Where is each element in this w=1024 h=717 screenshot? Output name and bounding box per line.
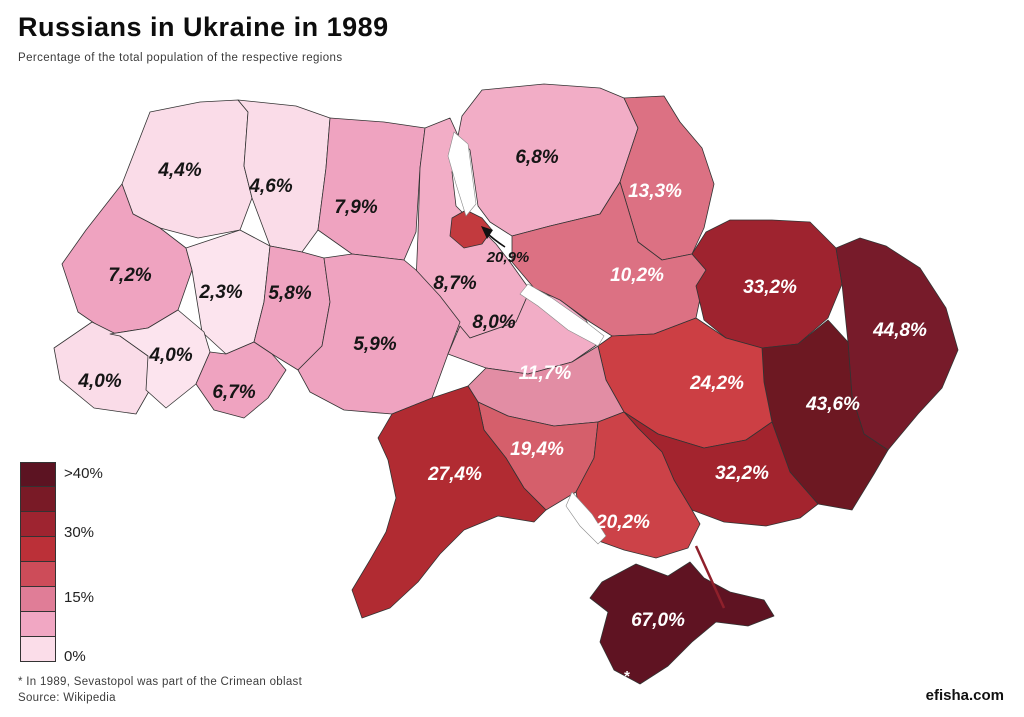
legend-swatch	[20, 462, 56, 487]
region-label-kirovohrad: 11,7%	[519, 363, 572, 384]
region-label-rivne: 4,6%	[248, 176, 292, 197]
region-label-chernihiv: 6,8%	[515, 147, 558, 168]
legend-swatch	[20, 487, 56, 512]
legend: >40% 30% 15% 0%	[20, 462, 103, 665]
legend-swatch	[20, 562, 56, 587]
region-label-sumy: 13,3%	[628, 181, 682, 202]
region-label-kharkiv: 33,2%	[743, 277, 797, 298]
legend-label-30: 30%	[64, 524, 95, 541]
region-label-vinnytsia: 5,9%	[353, 334, 396, 355]
kyiv-arrow-head	[481, 226, 493, 239]
kremenchuk-reservoir-water	[519, 283, 605, 347]
legend-color-scale	[20, 462, 56, 662]
header: Russians in Ukraine in 1989 Percentage o…	[18, 12, 389, 64]
region-label-ivano-frankivsk: 4,0%	[148, 345, 192, 366]
region-chernivtsi	[195, 341, 287, 419]
dnieper-mouth-water	[565, 491, 607, 545]
legend-swatch	[20, 587, 56, 612]
region-label-kyiv-oblast: 8,7%	[433, 273, 476, 294]
region-crimea	[589, 561, 775, 685]
legend-label-15: 15%	[64, 589, 95, 606]
kyiv-reservoir-water	[447, 131, 477, 217]
region-label-khmelnytskyi: 5,8%	[268, 283, 311, 304]
region-label-luhansk: 44,8%	[872, 320, 927, 341]
region-label-odesa: 27,4%	[427, 464, 482, 485]
region-label-zaporizhzhia: 32,2%	[715, 463, 769, 484]
region-label-cherkasy: 8,0%	[472, 312, 515, 333]
legend-label-0: 0%	[64, 648, 86, 665]
region-label-crimea: 67,0%	[631, 610, 685, 631]
legend-swatch	[20, 512, 56, 537]
page-title: Russians in Ukraine in 1989	[18, 12, 389, 42]
region-zhytomyr	[317, 117, 426, 261]
legend-swatch	[20, 637, 56, 662]
region-kharkiv	[691, 219, 843, 349]
region-label-lviv: 7,2%	[108, 265, 151, 286]
legend-swatch	[20, 612, 56, 637]
legend-swatch	[20, 537, 56, 562]
watermark: efisha.com	[925, 687, 1004, 704]
region-label-mykolaiv: 19,4%	[510, 439, 564, 460]
source-note: Source: Wikipedia	[18, 692, 116, 704]
region-label-volyn: 4,4%	[157, 160, 201, 181]
region-odesa	[351, 385, 547, 619]
region-label-dnipropetrovsk: 24,2%	[689, 373, 744, 394]
region-label-kyiv-city: 20,9%	[486, 249, 530, 266]
legend-label-40: >40%	[64, 465, 103, 482]
sevastopol-asterisk: *	[624, 668, 630, 685]
region-label-zakarpattia: 4,0%	[77, 371, 121, 392]
region-label-chernivtsi: 6,7%	[212, 382, 255, 403]
arabat-spit	[694, 545, 726, 609]
region-label-donetsk: 43,6%	[805, 394, 860, 415]
region-label-zhytomyr: 7,9%	[334, 197, 377, 218]
region-label-ternopil: 2,3%	[198, 282, 242, 303]
region-sumy	[619, 95, 715, 261]
region-label-kherson: 20,2%	[595, 512, 650, 533]
page-subtitle: Percentage of the total population of th…	[18, 52, 343, 64]
footnote: * In 1989, Sevastopol was part of the Cr…	[18, 676, 303, 688]
region-label-poltava: 10,2%	[610, 265, 664, 286]
